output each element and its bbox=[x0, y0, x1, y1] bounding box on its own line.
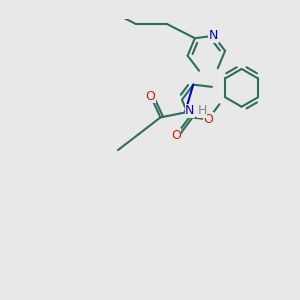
Text: O: O bbox=[146, 90, 156, 103]
Text: O: O bbox=[171, 129, 181, 142]
Text: N: N bbox=[185, 104, 195, 117]
Text: N: N bbox=[209, 29, 218, 42]
Text: H: H bbox=[197, 104, 207, 117]
Text: O: O bbox=[203, 113, 213, 126]
